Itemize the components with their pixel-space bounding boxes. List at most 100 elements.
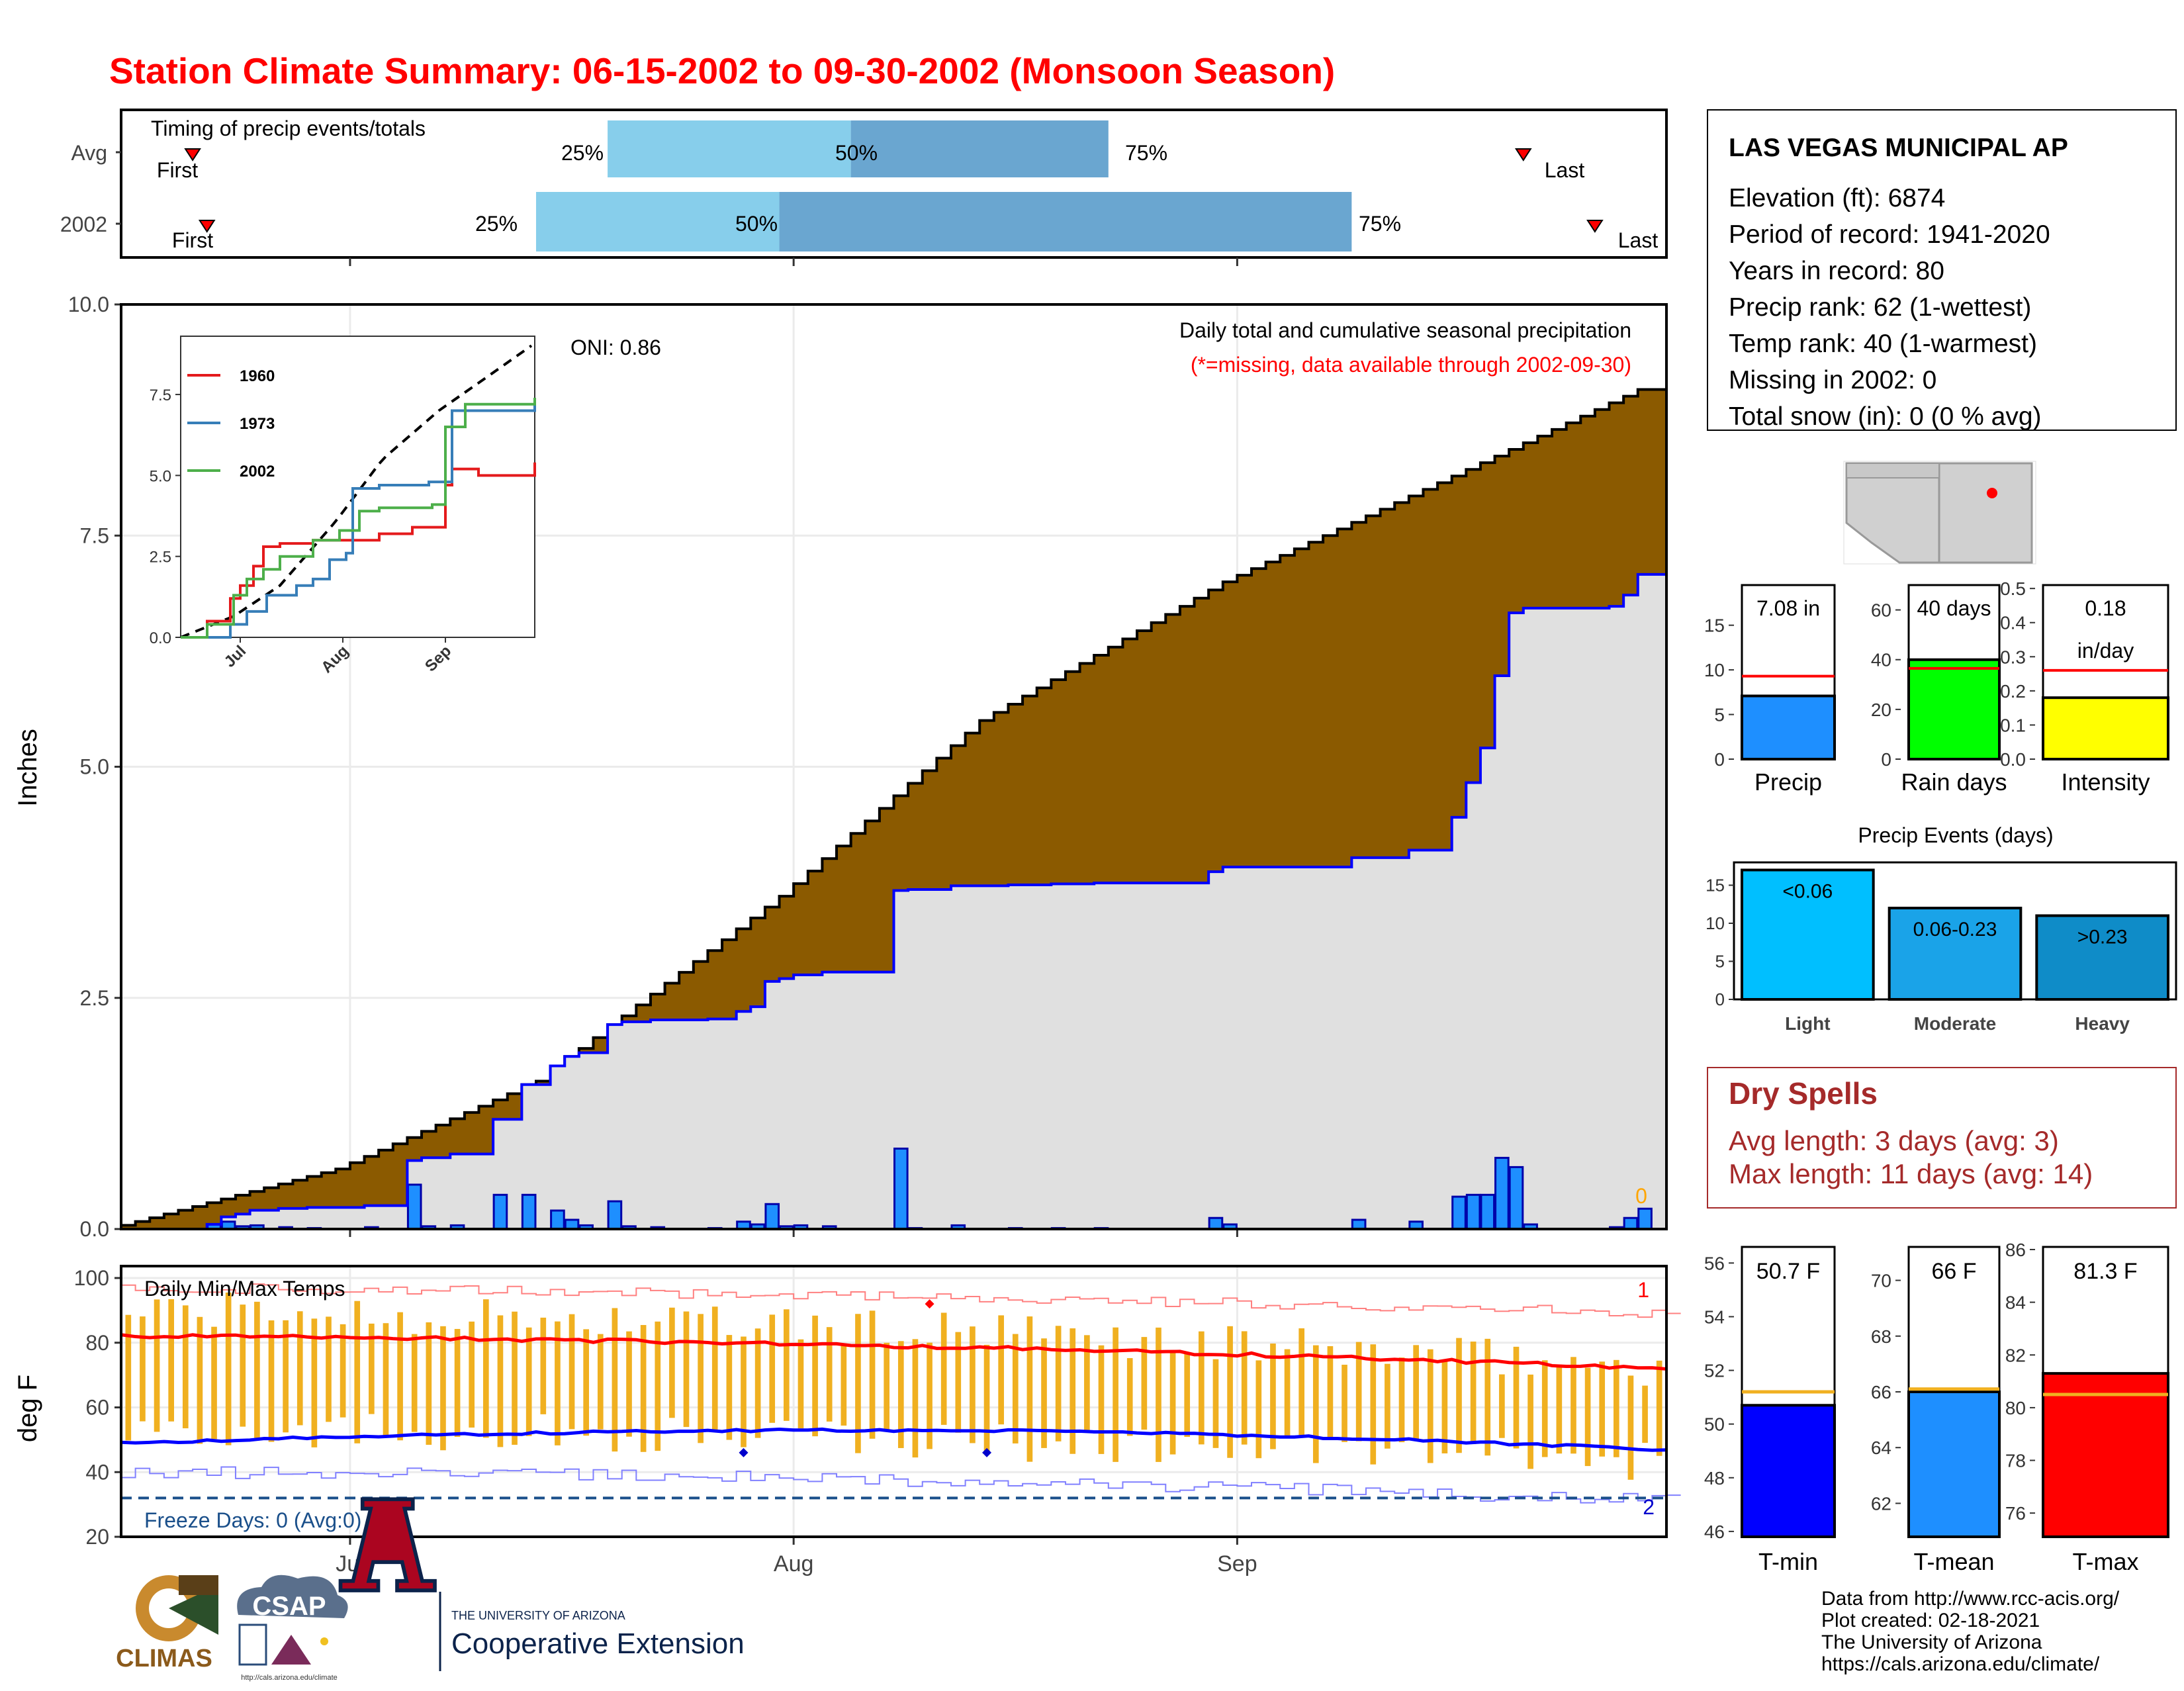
daily-temp-bar <box>970 1326 976 1443</box>
daily-temp-bar <box>569 1314 575 1430</box>
events-ytick-label: 0 <box>1715 989 1725 1009</box>
daily-temp-bar <box>1312 1345 1319 1463</box>
inset-avg-line <box>180 344 533 639</box>
daily-temp-bar <box>1584 1367 1591 1467</box>
summary-ytick-label: 0 <box>1714 749 1725 770</box>
daily-temp-bar <box>741 1336 747 1447</box>
station-line-snow: Total snow (in): 0 (0 % avg) <box>1729 402 2042 431</box>
daily-temp-bar <box>1113 1327 1118 1462</box>
summary-ytick-label: 0.0 <box>2000 749 2026 770</box>
daily-temp-bar <box>397 1312 403 1441</box>
daily-temp-bar <box>383 1323 389 1436</box>
precip-ytick-label: 7.5 <box>80 524 109 547</box>
csap-logo: CSAP http://cals.arizona.edu/climate <box>237 1575 348 1682</box>
timing-1-first-marker <box>198 220 216 233</box>
summary-bar-label: Precip <box>1754 768 1822 796</box>
timing-1-q1-bar <box>535 192 780 251</box>
temp-summary-value-label: 81.3 F <box>2073 1259 2137 1284</box>
station-line-precip-rank: Precip rank: 62 (1-wettest) <box>1729 293 2031 322</box>
x-axis-month-label: Aug <box>774 1551 814 1577</box>
daily-temp-bar <box>182 1305 189 1429</box>
year-last-label: Last <box>1618 228 1659 252</box>
daily-precip-bar <box>1494 1156 1510 1230</box>
daily-temp-bar <box>1199 1331 1205 1445</box>
daily-temp-bar <box>1398 1357 1405 1443</box>
events-bar-label: <0.06 <box>1782 881 1833 903</box>
daily-temp-bar <box>1270 1344 1276 1449</box>
avg-cumulative-line <box>120 388 1666 1229</box>
summary-ytick-label: 0 <box>1881 749 1891 770</box>
daily-temp-bar <box>626 1331 632 1437</box>
daily-temp-bar <box>140 1316 146 1422</box>
footer-credits: Data from http://www.rcc-acis.org/ Plot … <box>1821 1588 2120 1675</box>
daily-temp-bar <box>482 1299 489 1438</box>
daily-temp-bar <box>125 1314 132 1441</box>
daily-temp-bar <box>683 1311 690 1428</box>
daily-temp-bar <box>1284 1349 1291 1436</box>
daily-temp-bar <box>426 1322 432 1445</box>
station-line-missing: Missing in 2002: 0 <box>1729 366 1936 394</box>
timing-0-q1-bar <box>608 120 851 177</box>
daily-precip-bar <box>893 1147 909 1230</box>
dry-spells-max: Max length: 11 days (avg: 14) <box>1729 1158 2093 1189</box>
daily-temp-bar <box>826 1327 833 1422</box>
freeze-days-label: Freeze Days: 0 (Avg:0) <box>144 1508 361 1532</box>
daily-temp-bar <box>597 1334 604 1430</box>
daily-temp-bar <box>1570 1357 1576 1454</box>
year-p25-label: 25% <box>475 212 518 236</box>
daily-temp-bar <box>1499 1374 1505 1438</box>
station-line-period: Period of record: 1941-2020 <box>1729 220 2050 249</box>
temp-summary-ytick-label: 56 <box>1704 1253 1725 1273</box>
daily-precip-bar <box>1623 1216 1639 1230</box>
daily-temp-bar <box>1041 1338 1047 1448</box>
daily-precip-bar <box>1351 1218 1367 1230</box>
events-bar <box>1741 868 1875 1001</box>
events-category-label: Moderate <box>1914 1013 1996 1034</box>
footer-line-url: https://cals.arizona.edu/climate/ <box>1821 1653 2100 1675</box>
summary-ytick-label: 0.3 <box>2000 647 2026 667</box>
summary-ytick-label: 0.1 <box>2000 715 2026 735</box>
daily-temp-bar <box>497 1315 504 1447</box>
daily-temp-bar <box>1184 1352 1191 1438</box>
temp-summary-ytick-label: 86 <box>2005 1240 2026 1260</box>
daily-precip-bar <box>492 1193 508 1230</box>
avg-max-temp-line <box>120 1333 1667 1371</box>
daily-precip-bar <box>521 1193 537 1230</box>
daily-temp-bar <box>884 1342 890 1431</box>
temp-summary-value-bar <box>2042 1372 2169 1538</box>
daily-temp-bar <box>369 1323 375 1414</box>
temp-y-axis-label: deg F <box>13 1375 42 1442</box>
temp-summary-ytick-label: 48 <box>1704 1468 1725 1488</box>
daily-temp-bar <box>1169 1350 1176 1455</box>
daily-temp-bar <box>268 1320 275 1442</box>
daily-temp-bar <box>1055 1326 1062 1441</box>
daily-temp-bar <box>1527 1374 1533 1469</box>
temp-summary-value-label: 66 F <box>1931 1259 1976 1284</box>
temp-summary-ytick-label: 54 <box>1704 1306 1725 1327</box>
daily-temp-bar <box>1599 1361 1606 1457</box>
daily-temp-bar <box>1212 1359 1219 1448</box>
daily-temp-bar <box>296 1311 303 1426</box>
summary-bar-label: Intensity <box>2061 768 2150 796</box>
inset-series-2002 <box>181 397 536 639</box>
daily-temp-bar <box>1241 1331 1248 1445</box>
precip-events-chart: 0 5 10 15 <0.06 Light 0.06-0.23 Moderate >0.23 He… <box>1706 861 2177 1034</box>
events-bar <box>1888 907 2023 1001</box>
record-low-count: 2 <box>1643 1495 1655 1519</box>
daily-precip-bar <box>1465 1193 1481 1230</box>
summary-ytick-label: 15 <box>1704 616 1725 636</box>
summary-bar-label: Rain days <box>1901 768 2007 796</box>
station-location-dot <box>1987 488 1997 498</box>
temp-summary-ytick-label: 62 <box>1871 1493 1891 1514</box>
daily-temp-bar <box>1627 1375 1634 1480</box>
temp-grid <box>121 1266 1666 1538</box>
events-ytick-label: 15 <box>1706 876 1725 895</box>
temp-summary-ytick-label: 80 <box>2005 1398 2026 1418</box>
daily-temp-bar <box>955 1332 962 1433</box>
summary-value-label: 7.08 in <box>1756 596 1820 620</box>
timing-1-last-marker <box>1586 220 1604 233</box>
temp-summary-ytick-label: 64 <box>1871 1438 1891 1458</box>
daily-temp-bar <box>1026 1316 1033 1462</box>
precip-events-title: Precip Events (days) <box>1858 823 2053 847</box>
